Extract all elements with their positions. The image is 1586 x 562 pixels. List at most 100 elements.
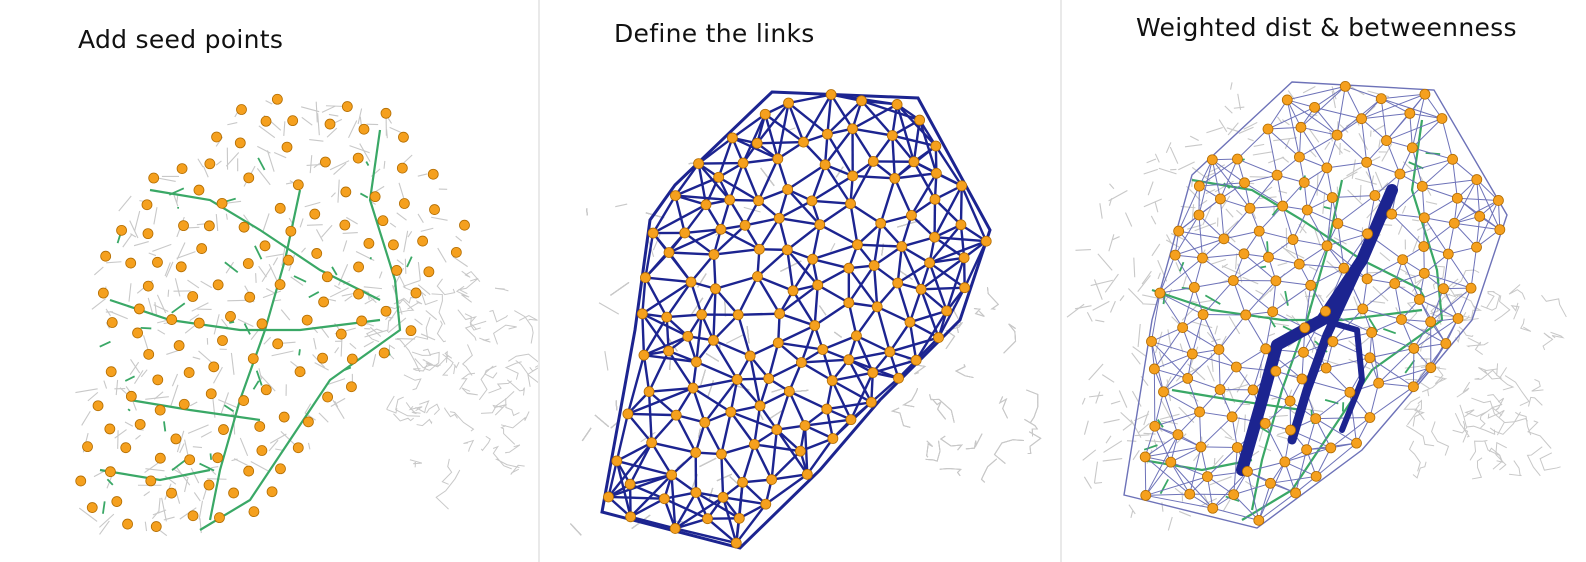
street [417,213,424,223]
link-edge [720,228,760,251]
seed-point [309,208,321,220]
street [1347,189,1364,206]
seed-point [346,381,357,393]
street [99,513,115,528]
street [1277,262,1288,266]
link-edge [920,256,965,291]
outer-road [459,372,476,390]
hull-boundary [1123,81,1508,529]
seed-point [217,335,228,346]
link-edge [855,306,879,337]
street [689,297,704,317]
link-edge [1219,198,1225,239]
street [1147,181,1154,196]
seed-point [1293,258,1305,270]
link-edge [1267,128,1278,176]
link-edge [1144,456,1191,495]
link-edge [826,401,872,411]
link-edge [668,251,714,256]
outer-road [1479,406,1494,429]
seed-point [353,288,364,300]
link-edge [1191,314,1204,355]
link-edge [870,377,900,404]
street [304,403,312,414]
link-edge [1413,318,1459,349]
street [1258,196,1277,200]
main-road-segment [224,261,239,274]
street [330,397,346,408]
link-edge [1145,461,1172,496]
street [1366,202,1381,219]
main-road-segment [308,291,320,299]
seed-point [739,219,751,231]
link-edge [729,411,756,446]
link-edge [909,309,948,324]
street [257,145,271,154]
outer-road [980,458,998,483]
link-edge [1199,411,1202,447]
seed-point [1285,424,1296,436]
link-edge [1202,257,1234,281]
street [329,160,350,171]
link-edge [720,454,725,498]
seed-point [187,510,199,522]
street [341,293,354,297]
street [1425,201,1438,205]
outer-road [436,278,456,296]
street [314,362,329,371]
link-edge [1337,223,1345,269]
link-edge [607,460,618,498]
link-edge [1401,319,1447,344]
seed-point [292,179,304,191]
link-edge [1275,351,1304,372]
link-edge [714,287,740,316]
seed-point [92,400,104,412]
street [1141,270,1152,285]
seed-point [958,252,970,264]
seed-point [782,184,794,195]
link-edge [1314,107,1338,136]
link-edge [771,473,808,481]
link-edge [1369,382,1380,418]
link-edge [1199,411,1233,418]
street [1412,219,1419,222]
link-edge [896,246,903,284]
street [154,301,158,316]
link-edge [697,163,708,205]
outer-road [425,403,440,415]
link-edge [697,162,731,201]
seed-point [1327,336,1339,347]
link-edge [1361,118,1387,141]
street [1127,288,1144,304]
link-edge [627,412,677,417]
outer-road [492,445,512,470]
street [1118,390,1128,408]
street [87,391,99,402]
seed-point [1321,240,1333,252]
seed-point [105,466,116,478]
street [106,261,122,264]
seed-point [243,172,255,184]
seed-point [142,280,154,292]
main-road-segment [102,501,106,514]
seed-point [380,305,392,317]
outer-road [1542,332,1554,351]
street [176,242,186,260]
outer-road [1452,269,1480,288]
street [414,318,423,326]
street [431,216,448,221]
street [144,521,148,532]
street [1234,416,1240,437]
link-edge [1159,286,1195,294]
seed-point [154,452,166,464]
street [269,433,287,444]
link-edge [892,134,937,148]
link-edge [1270,475,1317,484]
main-road-segment [406,256,413,268]
seed-point [1452,313,1464,324]
outer-road [409,459,423,468]
link-edge [860,99,894,137]
link-edge [812,258,850,270]
main-road-segment [293,275,307,283]
street [109,311,128,320]
